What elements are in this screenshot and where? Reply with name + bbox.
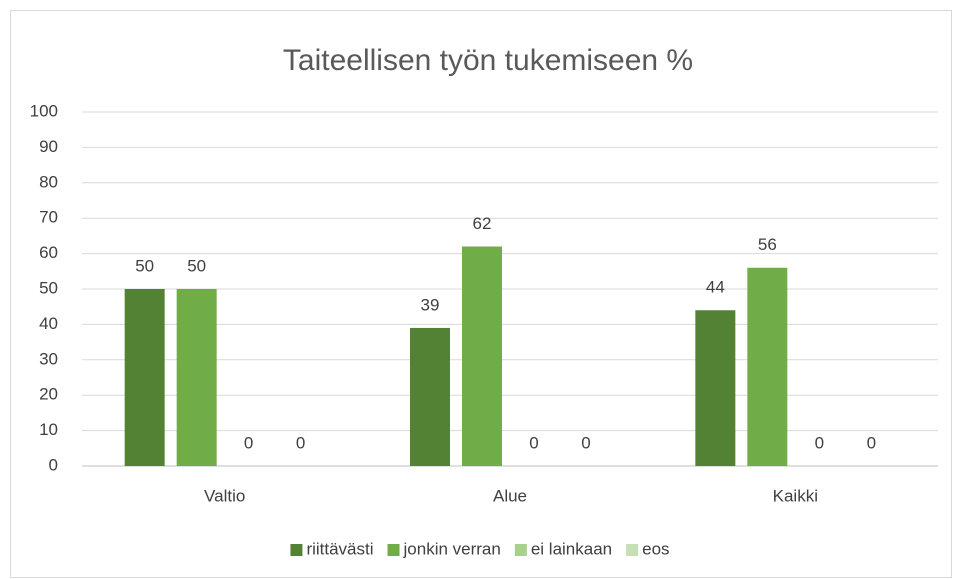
y-tick-label: 80	[39, 172, 58, 191]
legend-swatch	[290, 544, 303, 556]
legend-label: ei lainkaan	[531, 539, 612, 558]
y-tick-label: 20	[39, 385, 58, 404]
legend-label: jonkin verran	[403, 539, 501, 558]
x-tick-label: Valtio	[204, 486, 245, 505]
data-label: 50	[187, 256, 206, 275]
bar	[695, 310, 736, 466]
y-tick-label: 50	[39, 278, 58, 297]
legend-swatch	[626, 544, 639, 556]
data-label: 0	[296, 433, 305, 452]
legend-swatch	[514, 544, 527, 556]
y-tick-label: 90	[39, 137, 58, 156]
legend-swatch	[387, 544, 400, 556]
y-tick-label: 30	[39, 349, 58, 368]
legend-label: riittävästi	[306, 539, 373, 558]
y-tick-label: 10	[39, 420, 58, 439]
data-label: 0	[581, 433, 590, 452]
data-label: 0	[815, 433, 824, 452]
data-label: 0	[244, 433, 253, 452]
y-tick-label: 60	[39, 243, 58, 262]
bar	[124, 289, 165, 466]
bar	[410, 327, 450, 466]
data-label: 62	[473, 214, 492, 233]
y-tick-label: 0	[49, 455, 58, 474]
chart-title: Taiteellisen työn tukemiseen %	[283, 44, 693, 77]
data-label: 56	[758, 235, 777, 254]
data-label: 50	[135, 256, 154, 275]
bar	[462, 246, 502, 466]
bar	[176, 289, 217, 466]
y-tick-label: 40	[39, 314, 58, 333]
data-label: 44	[706, 278, 725, 297]
y-tick-label: 100	[30, 101, 58, 120]
y-tick-label: 70	[39, 208, 58, 227]
bar	[747, 267, 788, 466]
data-label: 0	[529, 433, 538, 452]
data-label: 0	[867, 433, 876, 452]
x-tick-label: Alue	[493, 486, 527, 505]
x-tick-label: Kaikki	[773, 486, 818, 505]
legend-label: eos	[642, 539, 669, 558]
data-label: 39	[421, 295, 440, 314]
